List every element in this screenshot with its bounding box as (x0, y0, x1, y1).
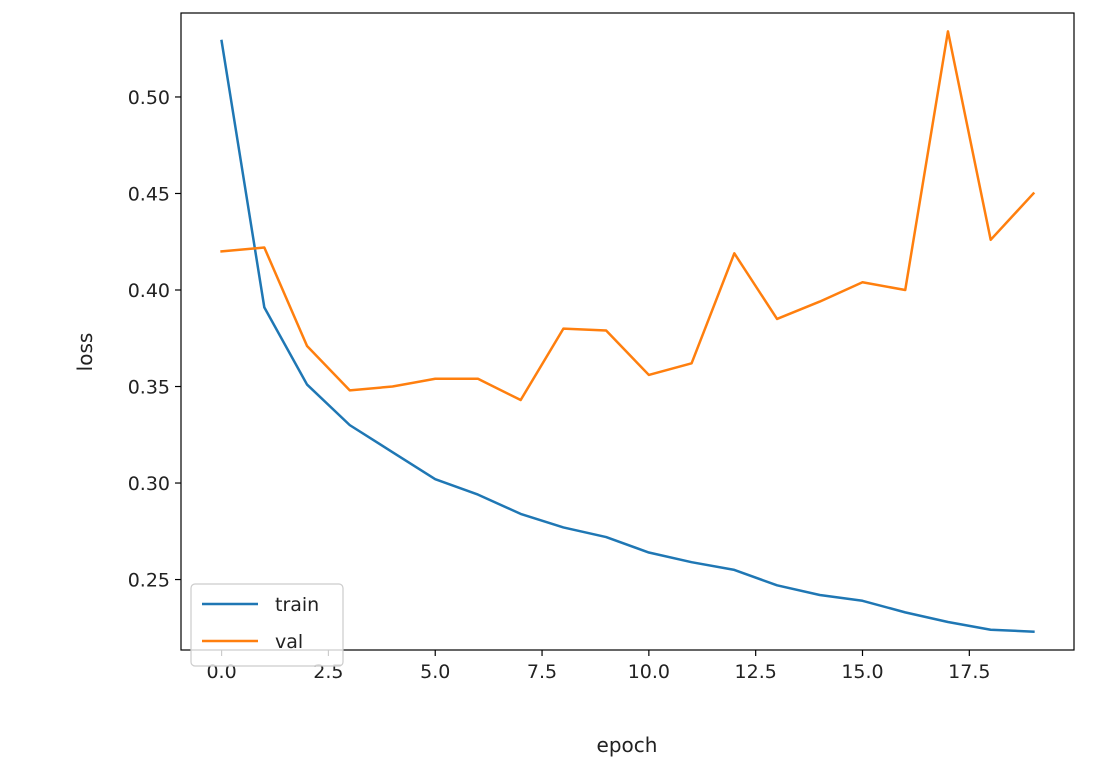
y-tick-label: 0.35 (128, 377, 170, 399)
y-tick-label: 0.45 (128, 183, 170, 205)
y-axis-ticks: 0.25 0.30 0.35 0.40 0.45 0.50 (128, 87, 181, 592)
x-tick-label: 10.0 (628, 661, 670, 683)
x-tick-label: 7.5 (527, 661, 557, 683)
series-layer (220, 30, 1036, 633)
x-tick-label: 5.0 (420, 661, 450, 683)
y-axis-label: loss (73, 333, 97, 372)
legend-label-val: val (275, 631, 303, 653)
x-axis-label: epoch (597, 733, 658, 757)
y-tick-label: 0.30 (128, 473, 170, 495)
y-tick-label: 0.50 (128, 87, 170, 109)
x-axis-ticks: 0.0 2.5 5.0 7.5 10.0 12.5 15.0 17.5 (206, 650, 990, 683)
legend-label-train: train (275, 594, 319, 616)
legend-box (190, 583, 344, 667)
x-tick-label: 17.5 (948, 661, 990, 683)
y-tick-label: 0.40 (128, 280, 170, 302)
series-line-val (220, 30, 1036, 402)
x-tick-label: 12.5 (735, 661, 777, 683)
plot-frame (180, 12, 1075, 651)
x-tick-label: 15.0 (841, 661, 883, 683)
y-tick-label: 0.25 (128, 570, 170, 592)
series-line-train (220, 39, 1035, 633)
legend: train val (190, 583, 344, 667)
